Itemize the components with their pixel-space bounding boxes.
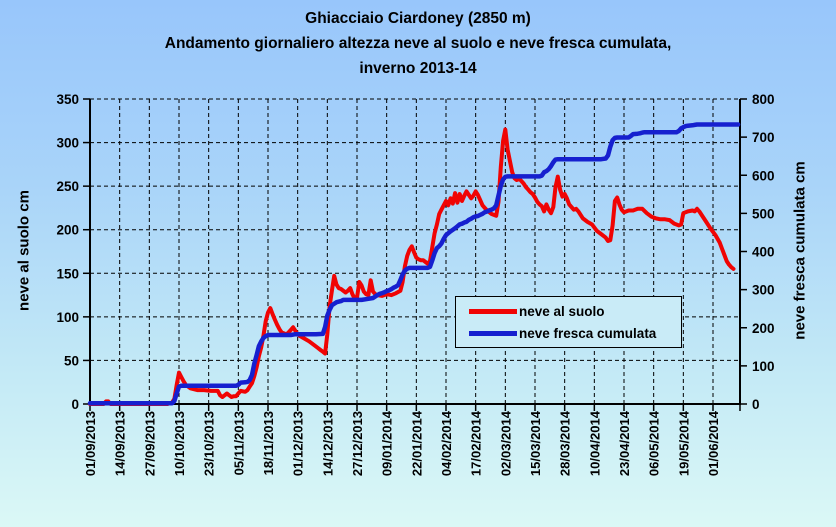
legend-label-neve-al-suolo: neve al suolo	[519, 303, 605, 319]
right-tick-label: 0	[752, 397, 760, 412]
right-tick-label: 300	[752, 283, 775, 298]
left-tick-label: 50	[64, 353, 79, 368]
x-tick-label: 10/10/2013	[172, 411, 187, 476]
right-tick-label: 700	[752, 130, 775, 145]
red-line-sample	[469, 308, 517, 314]
x-tick-label: 15/03/2014	[528, 410, 543, 476]
chart-title-block: Ghiacciaio Ciardoney (2850 m) Andamento …	[0, 6, 836, 81]
x-tick-label: 01/09/2013	[83, 411, 98, 476]
left-tick-label: 150	[56, 266, 79, 281]
x-tick-label: 22/01/2014	[409, 410, 424, 476]
chart-title: Ghiacciaio Ciardoney (2850 m)	[305, 10, 531, 27]
x-tick-label: 04/02/2014	[439, 410, 454, 476]
x-tick-label: 27/09/2013	[142, 411, 157, 476]
x-tick-label: 09/01/2014	[380, 410, 395, 476]
x-tick-label: 01/12/2013	[291, 411, 306, 476]
x-tick-label: 10/04/2014	[587, 410, 602, 476]
series-line-neve-fresca-cumulata	[87, 122, 741, 406]
left-tick-label: 350	[56, 92, 79, 107]
x-tick-label: 14/09/2013	[113, 411, 128, 476]
x-tick-label: 01/06/2014	[706, 410, 721, 476]
x-tick-label: 23/10/2013	[202, 411, 217, 476]
right-tick-label: 400	[752, 245, 775, 260]
blue-line-sample	[469, 330, 517, 336]
chart-subtitle-line2: inverno 2013-14	[359, 60, 477, 77]
right-tick-label: 200	[752, 321, 775, 336]
x-tick-label: 28/03/2014	[558, 410, 573, 476]
left-tick-label: 300	[56, 136, 79, 151]
right-tick-label: 100	[752, 359, 775, 374]
legend-label-neve-fresca-cumulata: neve fresca cumulata	[519, 325, 657, 341]
x-tick-label: 02/03/2014	[498, 410, 513, 476]
right-tick-label: 500	[752, 206, 775, 221]
x-tick-label: 17/02/2014	[469, 410, 484, 476]
x-tick-label: 06/05/2014	[647, 410, 662, 476]
series-line-neve-al-suolo	[88, 127, 736, 406]
right-tick-label: 800	[752, 92, 775, 107]
legend-item-neve-al-suolo: neve al suolo	[469, 303, 681, 320]
legend-item-neve-fresca-cumulata: neve fresca cumulata	[469, 325, 681, 342]
x-tick-label: 23/04/2014	[617, 410, 632, 476]
chart-subtitle-line1: Andamento giornaliero altezza neve al su…	[164, 35, 672, 52]
right-tick-label: 600	[752, 168, 775, 183]
left-tick-label: 100	[56, 310, 79, 325]
legend: neve al suolo neve fresca cumulata	[455, 296, 682, 348]
x-tick-label: 14/12/2013	[320, 411, 335, 476]
left-tick-label: 200	[56, 223, 79, 238]
x-tick-label: 19/05/2014	[676, 410, 691, 476]
left-tick-label: 250	[56, 179, 79, 194]
left-tick-label: 0	[71, 397, 79, 412]
x-tick-label: 05/11/2013	[231, 411, 246, 475]
x-tick-label: 18/11/2013	[261, 411, 276, 475]
x-tick-label: 27/12/2013	[350, 411, 365, 476]
